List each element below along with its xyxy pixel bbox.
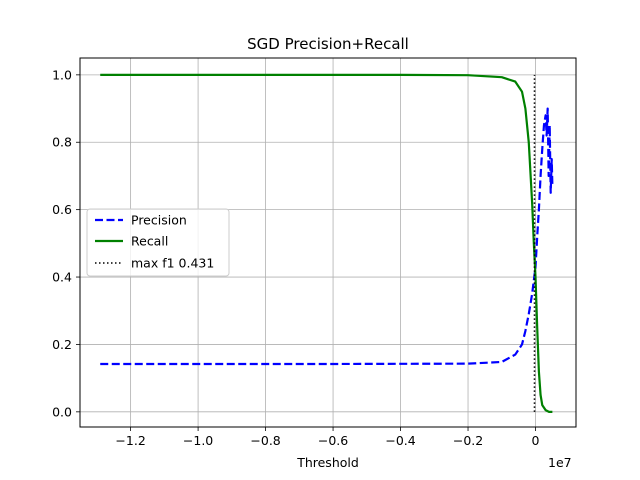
x-axis-ticks: −1.2 −1.0 −0.8 −0.6 −0.4 −0.2 0 [115,427,540,448]
legend: Precision Recall max f1 0.431 [86,208,230,277]
axes-frame [79,57,577,428]
plot-lines [100,73,554,413]
y-tick-label: 0.0 [52,404,72,419]
legend-box [86,208,230,277]
recall-line [100,73,553,413]
x-tick-label: 0 [532,433,540,448]
y-tick-label: 0.2 [52,337,72,352]
x-tick-label: −1.2 [115,433,145,448]
x-axis-label: Threshold [296,455,359,470]
legend-recall-label: Recall [131,234,168,249]
chart-title: SGD Precision+Recall [247,35,409,53]
y-tick-label: 0.8 [52,135,72,150]
y-axis-ticks: 0.0 0.2 0.4 0.6 0.8 1.0 [52,67,80,419]
x-tick-label: −1.0 [183,433,213,448]
legend-maxf1-label: max f1 0.431 [131,256,214,271]
y-tick-label: 1.0 [52,67,72,82]
precision-line [100,107,554,366]
x-tick-label: −0.2 [453,433,483,448]
x-axis-offset-label: 1e7 [548,455,572,470]
y-tick-label: 0.4 [52,270,72,285]
legend-precision-label: Precision [131,213,187,228]
x-tick-label: −0.4 [385,433,415,448]
y-tick-label: 0.6 [52,202,72,217]
x-tick-label: −0.6 [318,433,348,448]
x-tick-label: −0.8 [250,433,280,448]
